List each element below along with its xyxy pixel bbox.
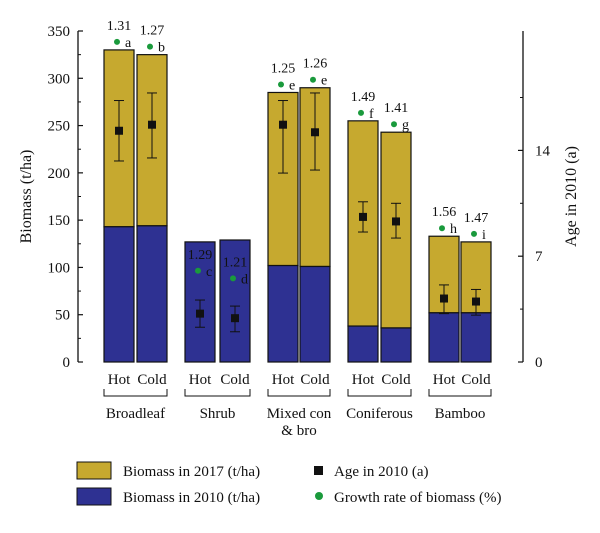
group-bracket-3 bbox=[347, 389, 412, 397]
y-tick-label-150: 150 bbox=[48, 213, 71, 229]
y2-tick-label-0: 0 bbox=[535, 355, 543, 371]
growth-rate-label-8: 1.56 bbox=[432, 205, 457, 220]
growth-rate-point-4 bbox=[278, 81, 284, 88]
group-label-line-0-0: Broadleaf bbox=[106, 406, 165, 422]
age-point-9 bbox=[472, 297, 480, 306]
bar-2010-3 bbox=[219, 239, 251, 363]
significance-letter-0: a bbox=[125, 36, 132, 51]
growth-rate-label-7: 1.41 bbox=[384, 101, 409, 116]
growth-rate-label-1: 1.27 bbox=[140, 24, 165, 39]
group-label-1: Shrub bbox=[200, 406, 236, 422]
growth-rate-point-3 bbox=[230, 275, 236, 282]
category-label-4: Hot bbox=[272, 372, 295, 388]
growth-rate-label-6: 1.49 bbox=[351, 90, 376, 105]
y-tick-label-0: 0 bbox=[63, 355, 71, 371]
category-label-3: Cold bbox=[220, 372, 250, 388]
bar-2010-5 bbox=[299, 265, 331, 363]
legend-swatch-growth bbox=[315, 492, 323, 500]
growth-rate-point-7 bbox=[391, 121, 397, 128]
bar-2010-0 bbox=[103, 226, 135, 363]
bar-2010-6 bbox=[347, 325, 379, 363]
category-label-5: Cold bbox=[300, 372, 330, 388]
legend-swatch-2017 bbox=[76, 461, 112, 480]
growth-rate-point-1 bbox=[147, 43, 153, 50]
group-bracket-2 bbox=[267, 389, 331, 397]
growth-rate-point-9 bbox=[471, 230, 477, 237]
group-label-line-1-0: Shrub bbox=[200, 406, 236, 422]
y-tick-label-200: 200 bbox=[48, 166, 71, 182]
y2-tick-label-14: 14 bbox=[535, 143, 551, 159]
y-axis-title: Biomass (t/ha) bbox=[18, 150, 35, 244]
significance-letter-2: c bbox=[206, 265, 212, 280]
category-label-7: Cold bbox=[381, 372, 411, 388]
category-label-9: Cold bbox=[461, 372, 491, 388]
growth-rate-label-5: 1.26 bbox=[303, 57, 328, 72]
growth-rate-label-3: 1.21 bbox=[223, 255, 248, 270]
growth-rate-label-4: 1.25 bbox=[271, 61, 296, 76]
legend-label-2010: Biomass in 2010 (t/ha) bbox=[123, 490, 260, 506]
age-point-5 bbox=[311, 128, 319, 137]
significance-letter-6: f bbox=[369, 107, 374, 122]
y-tick-label-250: 250 bbox=[48, 119, 71, 135]
bar-2010-7 bbox=[380, 327, 412, 363]
category-label-1: Cold bbox=[137, 372, 167, 388]
growth-rate-point-6 bbox=[358, 109, 364, 116]
growth-rate-point-8 bbox=[439, 225, 445, 232]
bar-2010-1 bbox=[136, 225, 168, 363]
growth-rate-label-2: 1.29 bbox=[188, 248, 213, 263]
group-label-line-2-1: & bro bbox=[281, 423, 316, 439]
age-point-0 bbox=[115, 126, 123, 135]
group-label-line-4-0: Bamboo bbox=[435, 406, 486, 422]
growth-rate-label-9: 1.47 bbox=[464, 211, 489, 226]
age-point-1 bbox=[148, 120, 156, 129]
y-tick-label-350: 350 bbox=[48, 24, 71, 40]
growth-rate-point-2 bbox=[195, 267, 201, 274]
group-label-3: Coniferous bbox=[346, 406, 413, 422]
y-tick-label-50: 50 bbox=[55, 308, 70, 324]
growth-rate-label-0: 1.31 bbox=[107, 19, 132, 34]
y-tick-label-300: 300 bbox=[48, 71, 71, 87]
bar-2010-8 bbox=[428, 312, 460, 363]
category-label-0: Hot bbox=[108, 372, 131, 388]
bar-2017-7 bbox=[380, 131, 412, 329]
significance-letter-1: b bbox=[158, 41, 165, 56]
significance-letter-9: i bbox=[482, 228, 486, 243]
category-label-8: Hot bbox=[433, 372, 456, 388]
age-point-3 bbox=[231, 314, 239, 323]
age-point-8 bbox=[440, 294, 448, 303]
age-point-4 bbox=[279, 120, 287, 129]
bar-2010-9 bbox=[460, 312, 492, 363]
group-bracket-1 bbox=[184, 389, 251, 397]
y-tick-label-100: 100 bbox=[48, 260, 71, 276]
significance-letter-4: e bbox=[289, 78, 295, 93]
y2-axis-title: Age in 2010 (a) bbox=[563, 146, 580, 247]
significance-letter-3: d bbox=[241, 272, 248, 287]
y2-tick-label-7: 7 bbox=[535, 249, 543, 265]
significance-letter-5: e bbox=[321, 74, 327, 89]
group-label-line-3-0: Coniferous bbox=[346, 406, 413, 422]
legend-swatch-2010 bbox=[76, 487, 112, 506]
age-point-7 bbox=[392, 217, 400, 226]
growth-rate-point-5 bbox=[310, 76, 316, 83]
category-label-2: Hot bbox=[189, 372, 212, 388]
bar-2010-4 bbox=[267, 264, 299, 363]
growth-rate-point-0 bbox=[114, 38, 120, 45]
age-point-2 bbox=[196, 309, 204, 318]
significance-letter-8: h bbox=[450, 222, 457, 237]
group-label-2: Mixed con & bro bbox=[267, 406, 332, 439]
group-bracket-4 bbox=[428, 389, 492, 397]
group-label-4: Bamboo bbox=[435, 406, 486, 422]
legend-label-growth: Growth rate of biomass (%) bbox=[334, 490, 501, 506]
group-bracket-0 bbox=[103, 389, 168, 397]
group-label-0: Broadleaf bbox=[106, 406, 165, 422]
significance-letter-7: g bbox=[402, 118, 409, 133]
legend-swatch-age bbox=[314, 466, 323, 475]
category-label-6: Hot bbox=[352, 372, 375, 388]
legend-label-age: Age in 2010 (a) bbox=[334, 464, 429, 480]
legend-label-2017: Biomass in 2017 (t/ha) bbox=[123, 464, 260, 480]
group-label-line-2-0: Mixed con bbox=[267, 406, 332, 422]
age-point-6 bbox=[359, 212, 367, 221]
